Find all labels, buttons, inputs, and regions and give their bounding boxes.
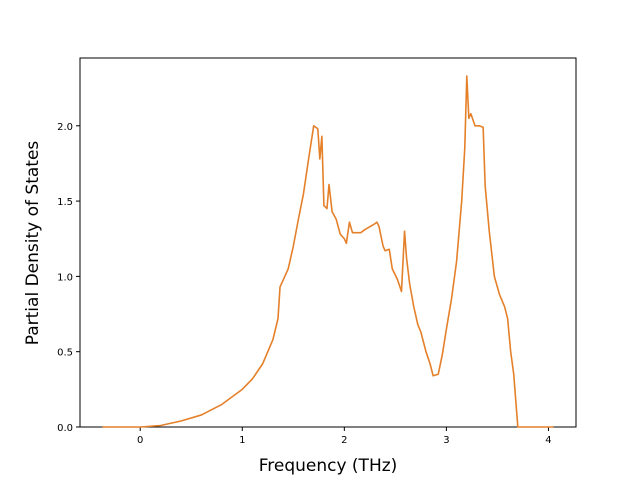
y-axis-label: Partial Density of States [23, 141, 43, 346]
plot-frame [79, 57, 577, 428]
x-tick-label: 0 [137, 435, 143, 446]
y-tick-label: 1.5 [57, 197, 73, 208]
y-tick-label: 2.0 [57, 122, 73, 133]
x-tick-label: 2 [341, 435, 347, 446]
x-axis-label: Frequency (THz) [259, 456, 398, 476]
y-tick-label: 1.0 [57, 272, 73, 283]
x-tick-label: 1 [239, 435, 245, 446]
data-line [102, 75, 554, 428]
y-tick-label: 0.5 [57, 348, 73, 359]
x-tick-label: 4 [545, 435, 551, 446]
y-tick-label: 0.0 [57, 423, 73, 434]
x-tick-label: 3 [443, 435, 449, 446]
